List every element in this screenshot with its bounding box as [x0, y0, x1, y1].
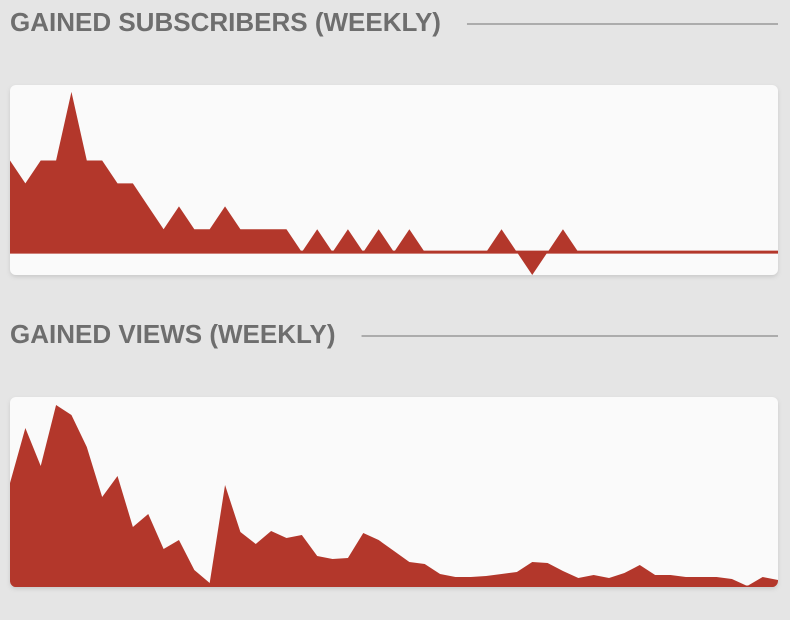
area: [10, 91, 778, 275]
area: [10, 405, 778, 587]
card: [10, 397, 778, 587]
section-title: GAINED SUBSCRIBERS (WEEKLY): [10, 7, 441, 37]
card: [10, 85, 778, 275]
section-title: GAINED VIEWS (WEEKLY): [10, 319, 336, 349]
